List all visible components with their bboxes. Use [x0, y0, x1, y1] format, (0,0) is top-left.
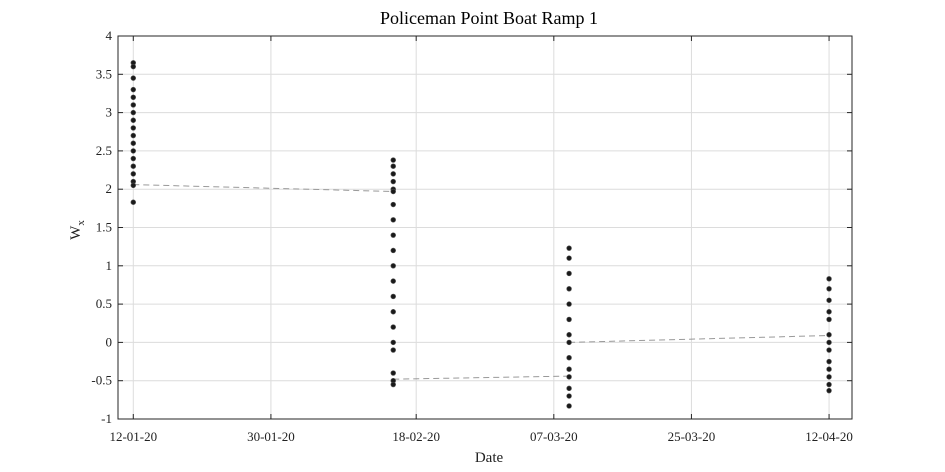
- y-tick-label: 1.5: [96, 220, 112, 235]
- data-point: [826, 286, 832, 292]
- x-tick-label: 25-03-20: [668, 429, 716, 444]
- data-point: [390, 263, 396, 269]
- data-point: [130, 182, 136, 189]
- y-tick-label: -0.5: [91, 373, 112, 388]
- data-point: [130, 109, 136, 116]
- data-point: [130, 155, 136, 162]
- y-tick-label: -1: [101, 411, 112, 426]
- y-tick-label: 0: [106, 334, 113, 349]
- data-point: [390, 309, 396, 315]
- data-point: [390, 163, 396, 169]
- data-point: [390, 157, 396, 163]
- data-point: [390, 347, 396, 353]
- data-point: [390, 278, 396, 284]
- data-point: [130, 140, 136, 146]
- data-point: [390, 293, 396, 300]
- data-point: [390, 339, 396, 346]
- data-point: [566, 385, 572, 392]
- x-axis-label: Date: [475, 450, 504, 466]
- y-tick-label: 3.5: [96, 66, 112, 81]
- data-point: [826, 358, 832, 365]
- data-point: [566, 255, 572, 261]
- data-point: [826, 316, 832, 323]
- data-point: [390, 247, 396, 254]
- y-axis-label: Wx: [68, 220, 87, 240]
- data-point: [130, 163, 136, 169]
- data-point: [566, 339, 572, 346]
- data-point: [566, 245, 572, 251]
- data-point: [390, 217, 396, 223]
- data-point: [826, 347, 832, 353]
- y-tick-label: 2: [106, 181, 113, 196]
- data-point: [826, 276, 832, 282]
- x-tick-label: 12-01-20: [109, 429, 157, 444]
- data-point: [566, 355, 572, 361]
- data-point: [566, 366, 572, 372]
- data-point: [826, 374, 832, 380]
- y-tick-label: 0.5: [96, 296, 112, 311]
- data-points: [130, 60, 832, 409]
- data-point: [826, 332, 832, 338]
- data-point: [566, 403, 572, 409]
- data-point: [390, 188, 396, 195]
- data-point: [390, 178, 396, 185]
- x-tick-label: 18-02-20: [392, 429, 440, 444]
- y-tick-label: 3: [106, 105, 113, 120]
- data-point: [390, 171, 396, 177]
- chart-title: Policeman Point Boat Ramp 1: [380, 8, 598, 28]
- data-point: [130, 63, 136, 70]
- data-point: [566, 316, 572, 323]
- data-point: [390, 232, 396, 238]
- data-point: [130, 86, 136, 93]
- data-point: [130, 125, 136, 131]
- dashed-connector: [569, 335, 830, 343]
- data-point: [826, 381, 832, 388]
- data-point: [826, 366, 832, 372]
- data-point: [130, 75, 136, 81]
- data-point: [390, 381, 396, 388]
- data-point: [566, 270, 572, 277]
- data-point: [826, 309, 832, 315]
- data-point: [566, 374, 572, 380]
- y-tick-label: 4: [106, 28, 113, 43]
- data-point: [130, 94, 136, 100]
- data-point: [390, 201, 396, 208]
- x-tick-label: 12-04-20: [805, 429, 853, 444]
- data-point: [390, 370, 396, 376]
- data-point: [826, 297, 832, 303]
- data-point: [130, 199, 136, 205]
- x-ticks: 12-01-20 30-01-20 18-02-20 07-03-20 25-03-20…: [109, 36, 853, 444]
- y-axis-label-main: W: [68, 225, 84, 240]
- dashed-connectors: [133, 184, 830, 380]
- y-ticks: 4 3.5 3 2.5 2 1.5 1 0.5 0 -0.5 -1: [91, 28, 852, 426]
- data-point: [826, 339, 832, 346]
- data-point: [130, 102, 136, 108]
- x-tick-label: 07-03-20: [530, 429, 578, 444]
- data-point: [566, 332, 572, 338]
- data-point: [566, 301, 572, 307]
- data-point: [566, 286, 572, 292]
- data-point: [130, 148, 136, 154]
- data-point: [826, 387, 832, 394]
- y-tick-label: 2.5: [96, 143, 112, 158]
- data-point: [566, 393, 572, 399]
- data-point: [130, 132, 136, 139]
- y-axis-label-subscript: x: [75, 220, 87, 226]
- x-tick-label: 30-01-20: [247, 429, 295, 444]
- data-point: [130, 171, 136, 177]
- data-point: [390, 324, 396, 330]
- data-point: [130, 117, 136, 123]
- dashed-connector: [133, 184, 394, 192]
- y-tick-label: 1: [106, 258, 113, 273]
